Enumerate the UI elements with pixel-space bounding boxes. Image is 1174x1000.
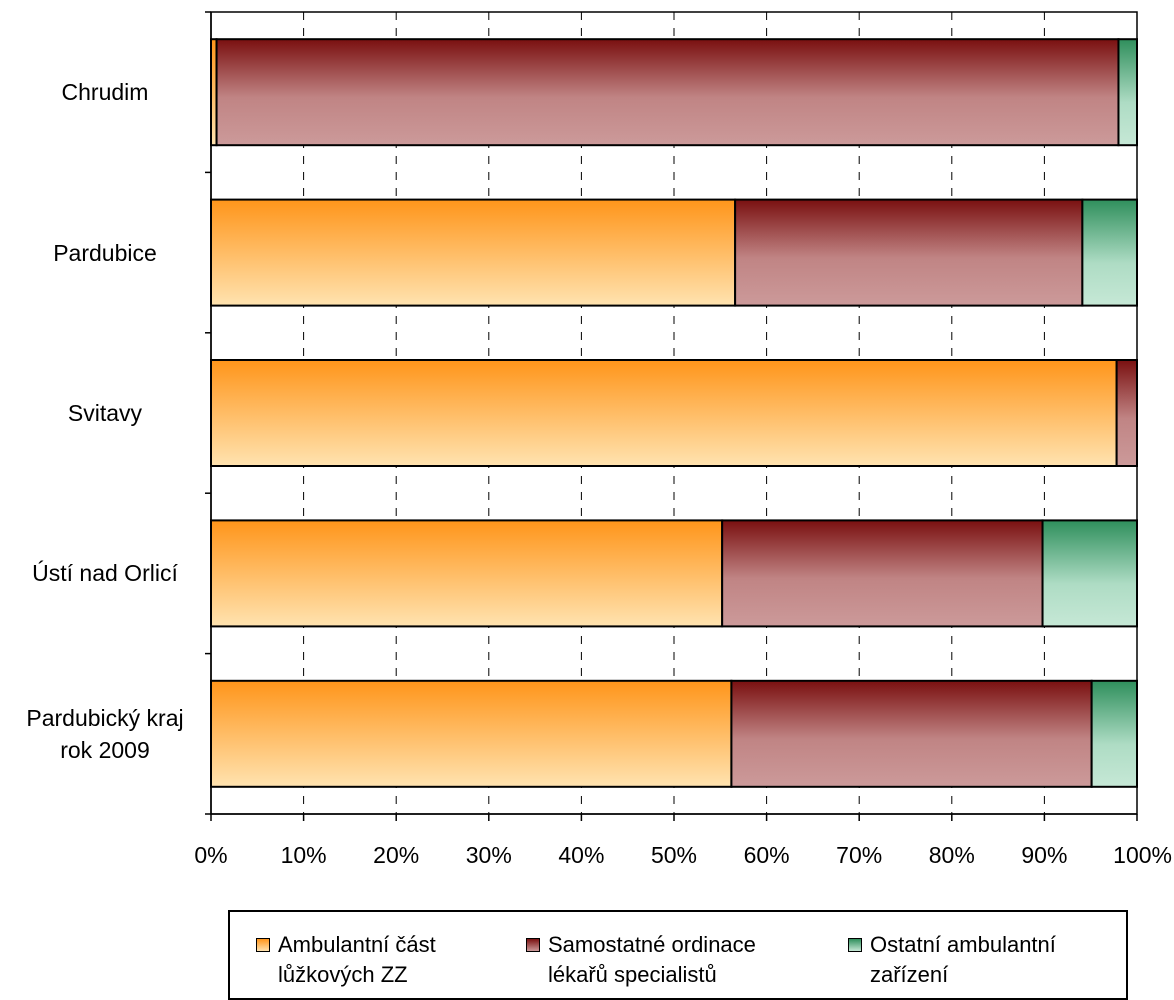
bar-segment — [734, 198, 1084, 307]
bar-segment — [210, 198, 737, 307]
legend-swatch-ambulantni — [256, 938, 270, 952]
x-tick-label: 90% — [1021, 842, 1068, 868]
bar-segment — [210, 679, 733, 788]
axes — [205, 11, 1138, 821]
bar-segment — [215, 38, 1120, 147]
legend-swatch-samostatne — [526, 938, 540, 952]
legend-swatch-ostatni — [848, 938, 862, 952]
x-tick-label: 80% — [928, 842, 975, 868]
category-label: Svitavy — [67, 400, 143, 426]
x-tick-label: 60% — [743, 842, 790, 868]
legend-label-ambulantni: Ambulantní část lůžkových ZZ — [278, 932, 436, 987]
bar-segment — [1081, 198, 1138, 307]
legend: Ambulantní část lůžkových ZZ Samostatné … — [228, 910, 1128, 1000]
category-label: Ústí nad Orlicí — [32, 560, 178, 587]
x-tick-label: 50% — [650, 842, 698, 868]
bar-segment — [1090, 679, 1138, 788]
bar-segment — [210, 359, 1118, 467]
x-tick-label: 100% — [1113, 842, 1172, 868]
category-label: Chrudim — [61, 79, 149, 106]
x-tick-label: 20% — [373, 842, 420, 868]
x-tick-label: 0% — [194, 842, 228, 868]
category-label: Pardubice — [53, 239, 157, 266]
legend-label-samostatne: Samostatné ordinace lékařů specialistů — [548, 932, 756, 987]
legend-label-ostatni: Ostatní ambulantní zařízení — [870, 932, 1056, 987]
bar-segment — [1041, 519, 1138, 628]
bar-segment — [730, 679, 1093, 788]
bar-segment — [210, 519, 724, 628]
x-tick-label: 40% — [558, 842, 605, 868]
bar-segment — [1115, 359, 1139, 467]
x-tick-label: 10% — [280, 842, 327, 868]
x-tick-label: 70% — [836, 842, 883, 868]
bar-segment — [721, 519, 1044, 628]
x-tick-label: 30% — [465, 842, 512, 868]
bars — [210, 38, 1139, 788]
bar-segment — [1117, 38, 1138, 147]
category-label: Pardubický kraj rok 2009 — [26, 704, 184, 763]
